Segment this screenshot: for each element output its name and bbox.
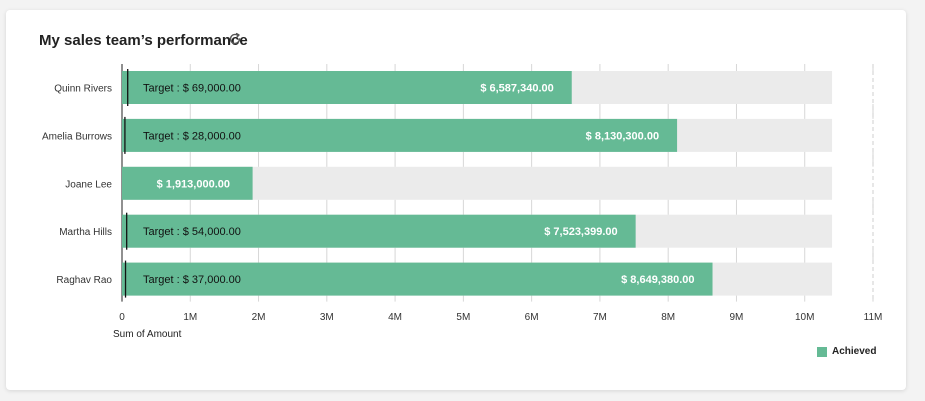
x-tick-label-10: 10M [795, 312, 814, 323]
bar-achieved-4 [122, 262, 713, 296]
x-tick-label-6: 6M [525, 312, 539, 323]
chart-title: My sales team’s performance [39, 32, 248, 49]
data-label-3: $ 7,523,399.00 [544, 226, 617, 238]
data-label-1: $ 8,130,300.00 [586, 130, 659, 142]
x-tick-label-9: 9M [730, 312, 744, 323]
chart-legend: Achieved [817, 346, 876, 357]
x-axis-title: Sum of Amount [113, 329, 182, 340]
x-tick-label-4: 4M [388, 312, 402, 323]
target-label-3: Target : $ 54,000.00 [143, 226, 241, 238]
bar-achieved-2 [122, 166, 253, 200]
x-tick-label-7: 7M [593, 312, 607, 323]
target-label-0: Target : $ 69,000.00 [143, 83, 241, 95]
y-tick-label-0: Quinn Rivers [54, 84, 112, 95]
x-tick-label-1: 1M [183, 312, 197, 323]
target-label-1: Target : $ 28,000.00 [143, 130, 241, 142]
data-label-0: $ 6,587,340.00 [480, 83, 553, 95]
data-label-2: $ 1,913,000.00 [157, 178, 230, 190]
x-tick-label-3: 3M [320, 312, 334, 323]
y-tick-label-1: Amelia Burrows [42, 131, 112, 142]
x-tick-label-8: 8M [661, 312, 675, 323]
y-tick-label-3: Martha Hills [59, 227, 112, 238]
legend-swatch-achieved [817, 346, 827, 357]
bar-achieved-3 [122, 214, 636, 248]
legend-label-achieved: Achieved [832, 346, 877, 357]
x-tick-label-5: 5M [456, 312, 470, 323]
x-tick-label-11: 11M [864, 312, 883, 323]
data-label-4: $ 8,649,380.00 [621, 274, 694, 286]
bar-achieved-0 [122, 71, 572, 104]
x-tick-label-2: 2M [252, 312, 266, 323]
y-tick-label-2: Joane Lee [65, 179, 112, 190]
target-label-4: Target : $ 37,000.00 [143, 274, 241, 286]
bar-achieved-1 [122, 118, 678, 152]
y-tick-label-4: Raghav Rao [56, 275, 112, 286]
refresh-icon[interactable] [228, 32, 242, 46]
x-tick-label-0: 0 [119, 312, 125, 323]
